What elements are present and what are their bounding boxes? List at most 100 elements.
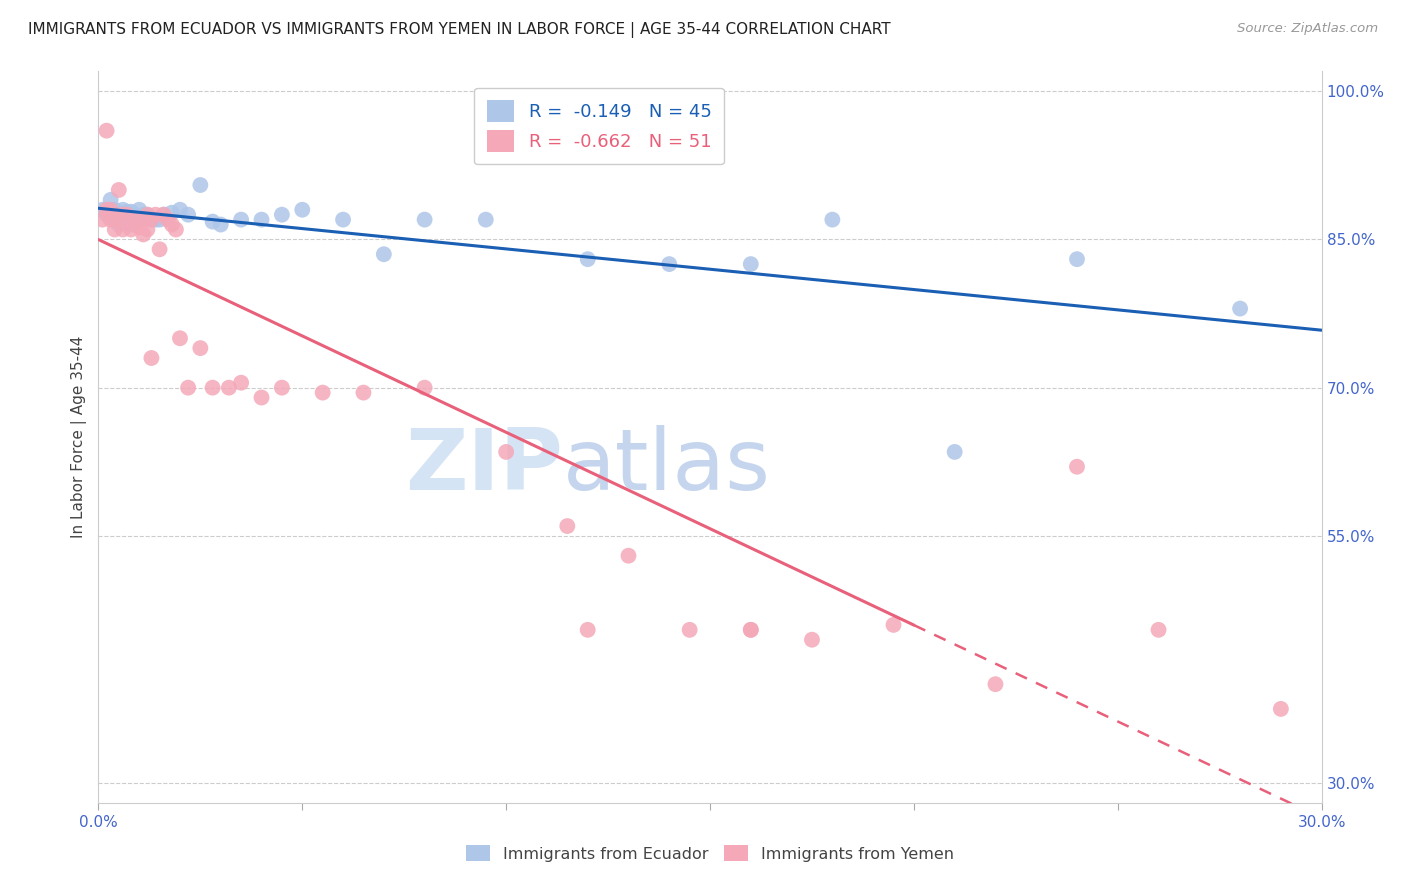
- Point: [1229, 301, 1251, 316]
- Point: [111, 208, 134, 222]
- Point: [108, 183, 131, 197]
- Point: [188, 341, 212, 355]
- Point: [108, 218, 131, 232]
- Point: [136, 222, 159, 236]
- Legend: Immigrants from Ecuador, Immigrants from Yemen: Immigrants from Ecuador, Immigrants from…: [460, 838, 960, 868]
- Point: [1066, 252, 1088, 267]
- Point: [740, 623, 762, 637]
- Point: [100, 202, 122, 217]
- Point: [821, 212, 844, 227]
- Point: [413, 212, 436, 227]
- Point: [132, 208, 155, 222]
- Point: [617, 549, 640, 563]
- Point: [100, 212, 122, 227]
- Point: [218, 381, 240, 395]
- Point: [141, 212, 163, 227]
- Point: [160, 205, 183, 219]
- Point: [100, 193, 122, 207]
- Point: [679, 623, 702, 637]
- Point: [104, 222, 127, 236]
- Point: [883, 618, 905, 632]
- Point: [188, 178, 212, 192]
- Point: [152, 208, 174, 222]
- Point: [124, 212, 146, 227]
- Point: [136, 208, 159, 222]
- Point: [201, 381, 224, 395]
- Point: [100, 208, 122, 222]
- Point: [128, 202, 150, 217]
- Point: [91, 212, 114, 227]
- Point: [352, 385, 374, 400]
- Point: [576, 623, 599, 637]
- Point: [1270, 702, 1292, 716]
- Point: [169, 331, 191, 345]
- Point: [270, 208, 294, 222]
- Point: [128, 212, 150, 227]
- Point: [108, 208, 131, 222]
- Point: [312, 385, 335, 400]
- Point: [115, 208, 138, 222]
- Point: [111, 208, 134, 222]
- Point: [96, 208, 118, 222]
- Point: [177, 381, 200, 395]
- Point: [115, 204, 138, 219]
- Point: [96, 123, 118, 137]
- Point: [740, 623, 762, 637]
- Point: [104, 208, 127, 222]
- Point: [111, 222, 134, 236]
- Point: [149, 242, 172, 256]
- Y-axis label: In Labor Force | Age 35-44: In Labor Force | Age 35-44: [72, 336, 87, 538]
- Point: [111, 202, 134, 217]
- Point: [108, 212, 131, 227]
- Point: [108, 212, 131, 227]
- Point: [149, 212, 172, 227]
- Point: [1066, 459, 1088, 474]
- Point: [128, 220, 150, 235]
- Point: [165, 222, 187, 236]
- Point: [250, 212, 273, 227]
- Point: [115, 212, 138, 227]
- Point: [145, 212, 167, 227]
- Point: [120, 218, 142, 232]
- Point: [104, 202, 127, 217]
- Point: [91, 202, 114, 217]
- Point: [332, 212, 354, 227]
- Point: [1147, 623, 1170, 637]
- Point: [413, 381, 436, 395]
- Point: [141, 351, 163, 365]
- Point: [801, 632, 824, 647]
- Point: [231, 212, 253, 227]
- Point: [141, 212, 163, 227]
- Point: [474, 212, 498, 227]
- Point: [740, 257, 762, 271]
- Point: [120, 222, 142, 236]
- Point: [177, 208, 200, 222]
- Point: [169, 202, 191, 217]
- Point: [160, 218, 183, 232]
- Point: [495, 445, 517, 459]
- Point: [145, 208, 167, 222]
- Point: [557, 519, 579, 533]
- Point: [156, 212, 179, 227]
- Point: [291, 202, 314, 217]
- Point: [270, 381, 294, 395]
- Point: [231, 376, 253, 390]
- Point: [576, 252, 599, 267]
- Point: [128, 212, 150, 227]
- Text: IMMIGRANTS FROM ECUADOR VS IMMIGRANTS FROM YEMEN IN LABOR FORCE | AGE 35-44 CORR: IMMIGRANTS FROM ECUADOR VS IMMIGRANTS FR…: [28, 22, 891, 38]
- Point: [250, 391, 273, 405]
- Point: [96, 202, 118, 217]
- Point: [152, 208, 174, 222]
- Point: [658, 257, 681, 271]
- Text: Source: ZipAtlas.com: Source: ZipAtlas.com: [1237, 22, 1378, 36]
- Point: [984, 677, 1007, 691]
- Point: [209, 218, 232, 232]
- Text: ZIP: ZIP: [405, 425, 564, 508]
- Point: [373, 247, 395, 261]
- Point: [136, 208, 159, 222]
- Point: [120, 204, 142, 219]
- Point: [104, 212, 127, 227]
- Point: [132, 227, 155, 242]
- Point: [943, 445, 966, 459]
- Text: atlas: atlas: [564, 425, 772, 508]
